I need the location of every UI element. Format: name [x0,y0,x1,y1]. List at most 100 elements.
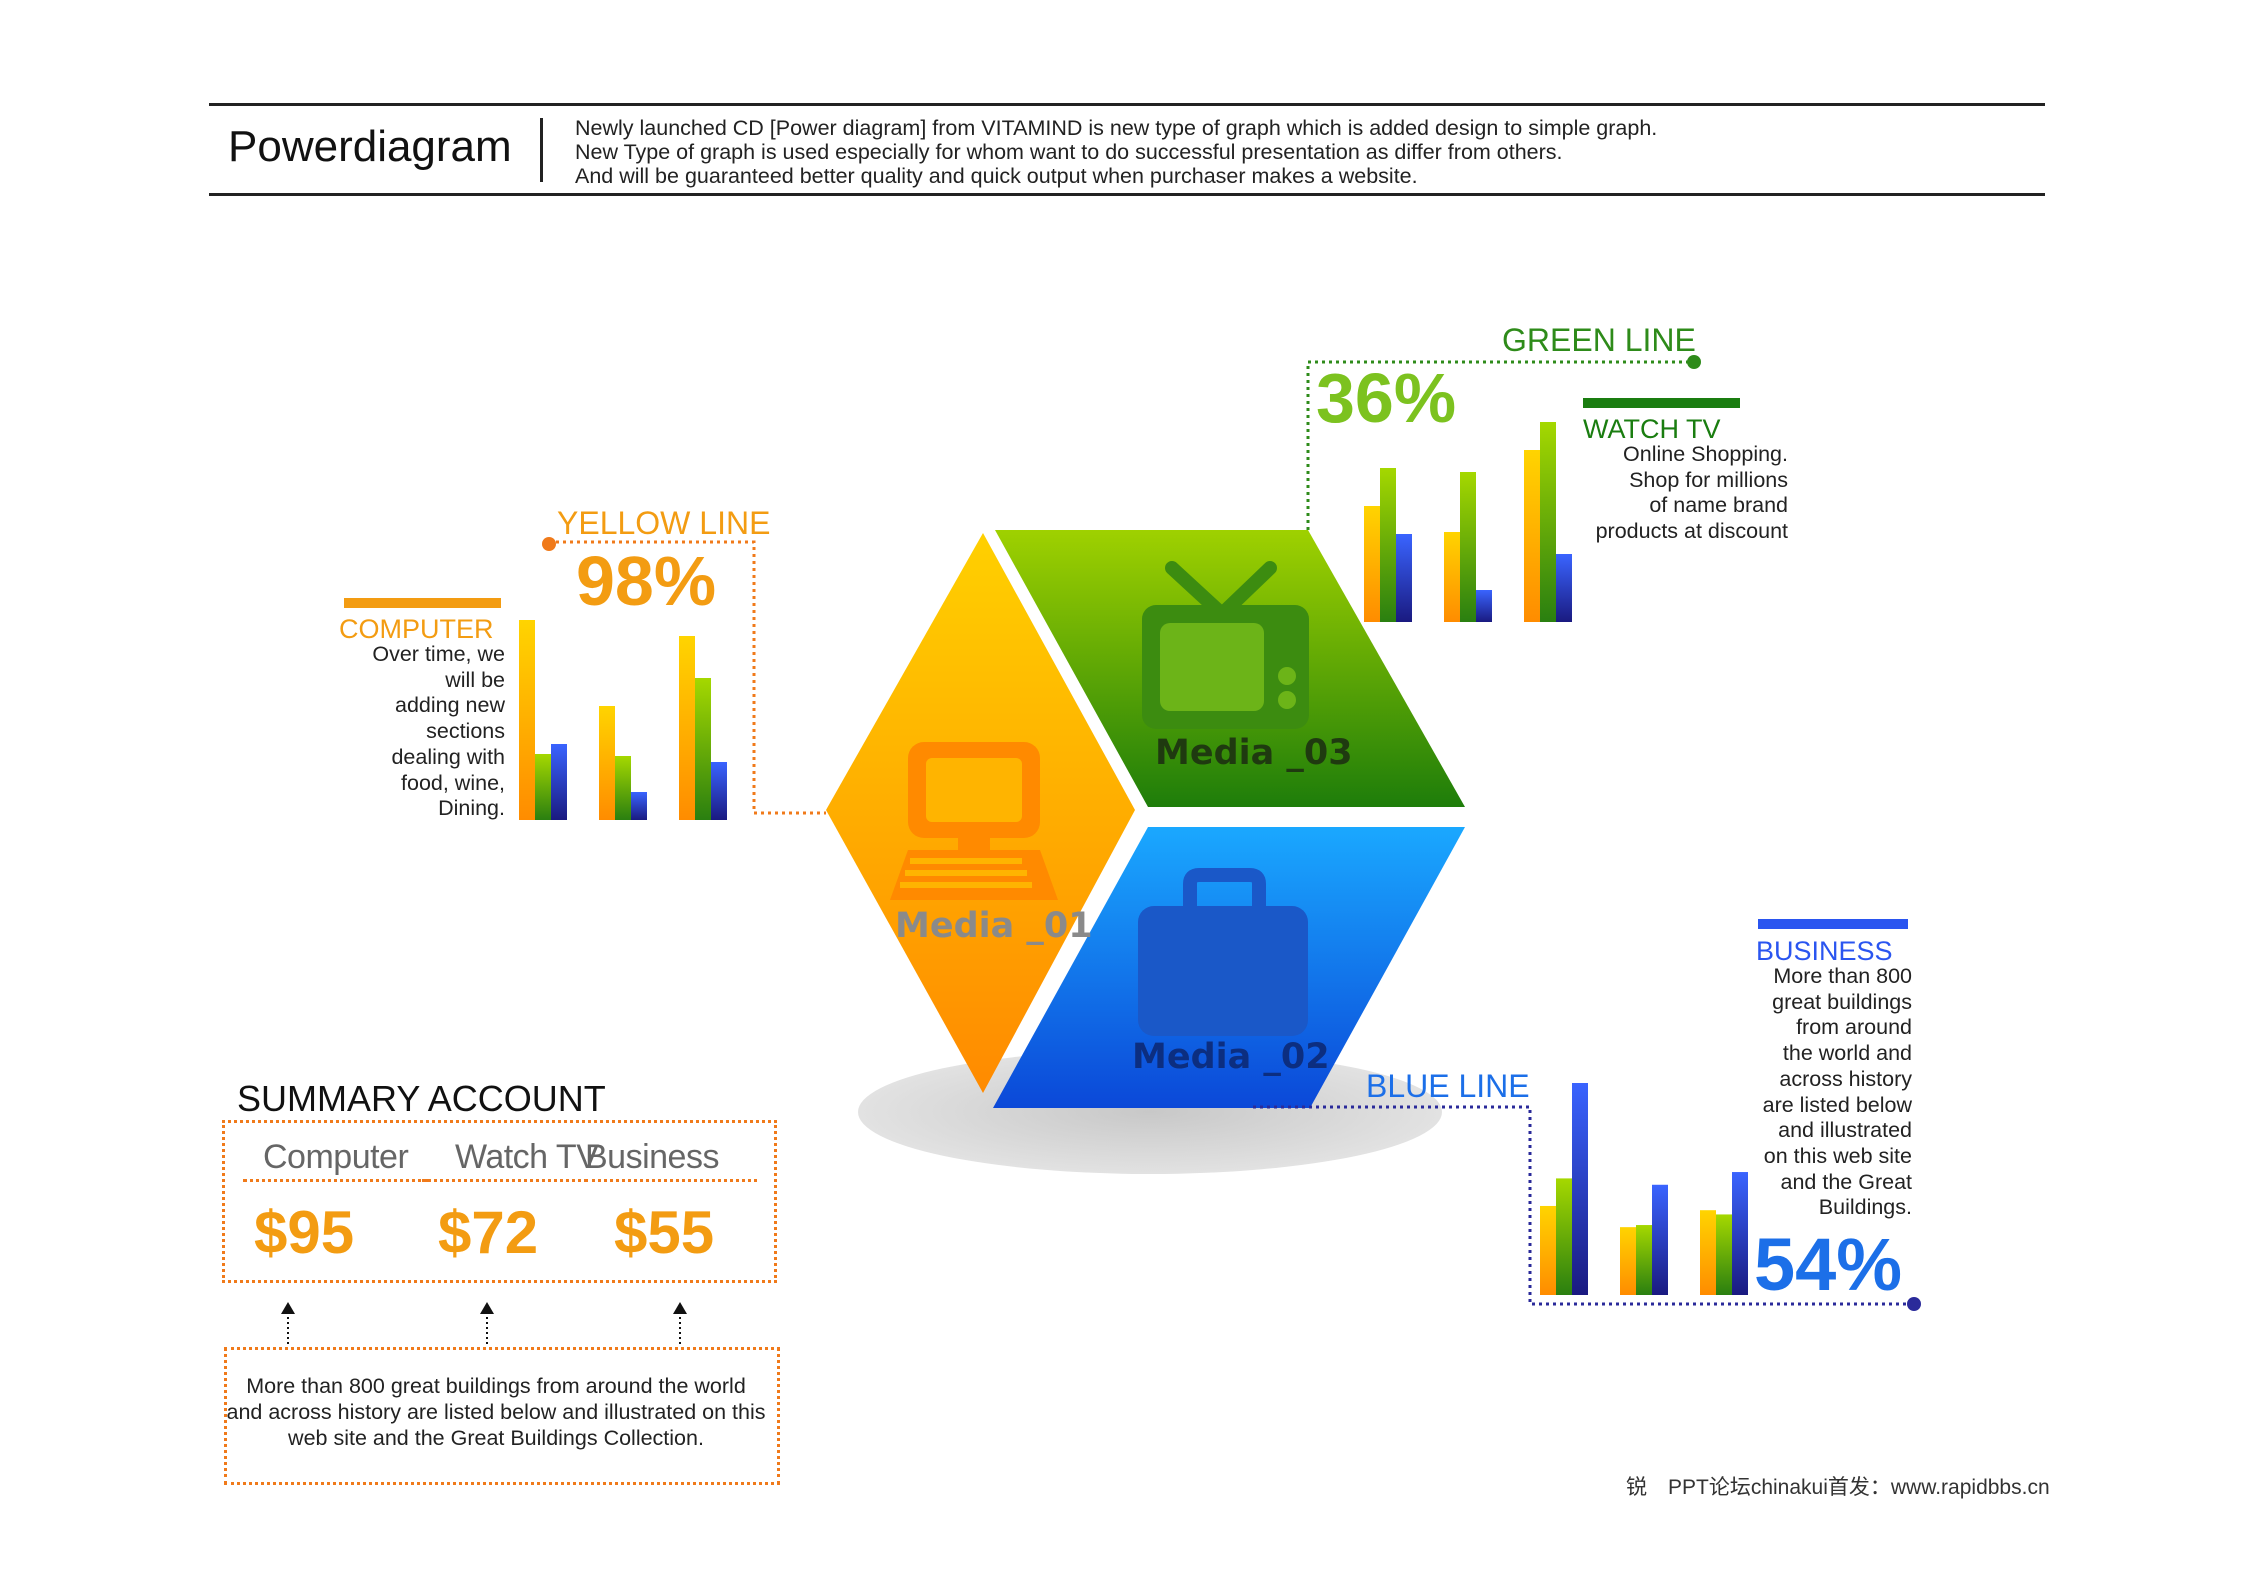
computer-icon [890,742,1058,900]
business-bar-green [1556,1178,1572,1295]
watch-tv-title-bar [1583,398,1740,408]
summary-note-box [224,1347,780,1485]
computer-bar-blue [551,744,567,820]
briefcase-icon [1138,868,1308,1036]
watch-tv-bar-blue [1476,590,1492,622]
watch-tv-description-line: products at discount [1595,519,1788,544]
summary-arrows [281,1302,687,1346]
watch-tv-description: Online Shopping. Shop for millions of na… [1490,442,1788,545]
yellow-line-connector [549,540,826,815]
computer-description-line: food, wine, [401,770,505,795]
summary-note: More than 800 great buildings from aroun… [226,1374,766,1450]
business-description-line: great buildings [1772,989,1912,1014]
summary-label-watch-tv: Watch TV [422,1138,599,1182]
watch-tv-bar-green [1460,472,1476,622]
media-01-label: Media _01 [895,906,1093,946]
header-description-line: And will be guaranteed better quality an… [575,164,1418,188]
tv-icon [1142,561,1309,729]
business-bar-green [1636,1225,1652,1295]
business-description-line: on this web site [1763,1143,1912,1168]
business-title: BUSINESS [1756,936,1893,966]
summary-col-business: Business [585,1138,765,1182]
header-description: Newly launched CD [Power diagram] from V… [575,116,2075,188]
business-bar-orange [1700,1210,1716,1295]
computer-title-bar [344,598,501,608]
computer-bar-green [535,754,551,820]
summary-box [222,1120,777,1283]
header-description-line: New Type of graph is used especially for… [575,140,1563,164]
computer-description-line: sections [426,719,505,744]
business-description: More than 800 great buildings from aroun… [1700,964,1912,1221]
watch-tv-bar-blue [1396,534,1412,622]
business-description-line: Buildings. [1818,1195,1912,1220]
business-bar-green [1716,1214,1732,1295]
business-description-line: More than 800 [1773,964,1912,988]
business-description-line: and the Great [1780,1169,1912,1194]
computer-bar-orange [679,636,695,820]
computer-bar-orange [599,706,615,820]
business-description-line: are listed below [1762,1092,1912,1117]
business-bar-orange [1620,1227,1636,1295]
business-bar-orange [1540,1205,1556,1295]
media-02-label: Media _02 [1132,1037,1330,1077]
computer-description-line: Over time, we [372,642,505,666]
computer-description-line: Dining. [438,796,505,821]
green-line-connector [1306,360,1694,530]
summary-label-business: Business [585,1138,757,1182]
computer-bar-blue [711,762,727,820]
header-bottom-rule [209,193,2045,196]
header-top-rule [209,103,2045,106]
summary-value-computer: $95 [254,1199,355,1266]
business-title-bar [1758,919,1908,929]
watch-tv-bar-green [1540,422,1556,622]
business-bar-blue [1652,1184,1668,1295]
watch-tv-bar-green [1380,468,1396,622]
summary-col-watch-tv: Watch TV [422,1138,602,1182]
blue-line-dot [1907,1297,1921,1311]
blue-line-connector [1253,1105,1914,1306]
watch-tv-title: WATCH TV [1583,414,1721,444]
watch-tv-bar-orange [1524,450,1540,622]
summary-col-computer: Computer [243,1138,429,1182]
business-bar-chart [1540,1083,1748,1295]
summary-value-watch-tv: $72 [438,1199,539,1266]
business-description-line: from around [1796,1015,1912,1040]
business-description-line: the world and [1782,1041,1912,1066]
watch-tv-description-line: Shop for millions [1629,467,1788,492]
computer-description-line: dealing with [391,744,505,769]
watch-tv-bar-orange [1364,506,1380,622]
computer-bar-green [695,678,711,820]
yellow-line-label: YELLOW LINE [557,505,771,541]
footer-credit: 锐 PPT论坛chinakui首发：www.rapidbbs.cn [1626,1476,2050,1499]
computer-title: COMPUTER [339,614,494,644]
summary-label-computer: Computer [243,1138,429,1182]
computer-description: Over time, we will be adding new section… [305,642,505,822]
blue-line-percent: 54% [1754,1223,1903,1306]
computer-bar-blue [631,792,647,820]
computer-bar-chart [519,620,727,820]
yellow-line-percent: 98% [576,542,717,620]
computer-bar-orange [519,620,535,820]
green-line-percent: 36% [1316,359,1457,437]
summary-title: SUMMARY ACCOUNT [237,1078,606,1119]
computer-description-line: will be [445,667,505,692]
watch-tv-description-line: Online Shopping. [1623,442,1788,466]
green-line-dot [1687,355,1701,369]
yellow-line-dot [542,537,556,551]
business-description-line: across history [1779,1066,1912,1091]
media-03-label: Media _03 [1155,733,1353,773]
watch-tv-description-line: of name brand [1649,493,1788,518]
watch-tv-bar-chart [1364,422,1572,622]
computer-description-line: adding new [395,693,505,718]
computer-bar-green [615,756,631,820]
watch-tv-bar-orange [1444,532,1460,622]
page-title: Powerdiagram [228,122,512,171]
business-bar-blue [1572,1083,1588,1295]
summary-value-business: $55 [614,1199,715,1266]
green-line-label: GREEN LINE [1502,322,1696,358]
business-description-line: and illustrated [1778,1118,1912,1143]
header-separator [540,118,543,182]
header-description-line: Newly launched CD [Power diagram] from V… [575,116,1658,140]
business-bar-blue [1732,1172,1748,1295]
